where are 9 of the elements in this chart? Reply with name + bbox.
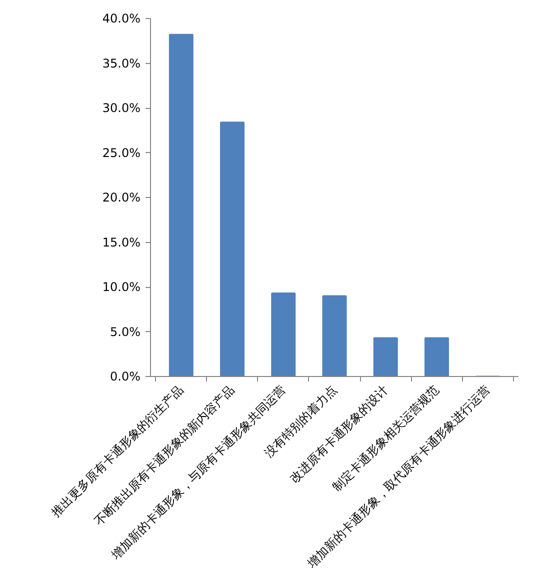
y-tick-label: 35.0% [102, 56, 141, 70]
y-tick-label: 25.0% [102, 146, 141, 160]
y-tick-label: 5.0% [110, 324, 141, 339]
y-tick-label: 20.0% [102, 190, 141, 204]
y-tick-label: 10.0% [102, 280, 141, 294]
y-tick-label: 30.0% [102, 101, 141, 115]
y-tick-label: 40.0% [102, 12, 141, 26]
y-tick-label: 15.0% [102, 235, 141, 250]
y-tick-label: 0.0% [110, 370, 141, 384]
